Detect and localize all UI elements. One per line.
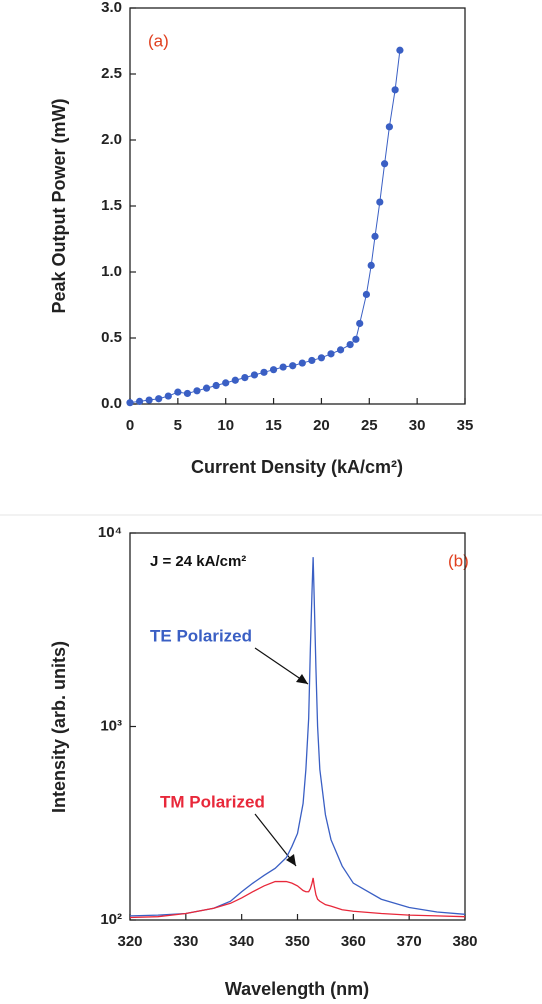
series-line (129, 557, 466, 917)
data-point (269, 366, 278, 374)
data-point (298, 359, 306, 367)
series-line (129, 877, 466, 919)
y-axis-label: Peak Output Power (mW) (49, 98, 69, 313)
data-point (381, 160, 389, 168)
data-point (155, 395, 163, 403)
data-point (356, 319, 364, 328)
series-line (129, 50, 401, 404)
data-point (396, 46, 404, 54)
data-point (202, 384, 211, 392)
data-point (317, 354, 326, 362)
data-point (126, 399, 134, 407)
x-tick-label: 330 (173, 933, 198, 950)
data-point (279, 363, 287, 371)
data-point (346, 341, 354, 349)
data-point (183, 389, 192, 398)
y-tick-label: 1.0 (101, 263, 122, 280)
y-tick-label: 10² (100, 911, 122, 928)
data-point (371, 232, 379, 240)
x-axis-label: Wavelength (nm) (225, 979, 369, 999)
condition-label: J = 24 kA/cm² (150, 553, 246, 570)
data-point (241, 374, 249, 382)
x-tick-label: 25 (361, 417, 378, 434)
y-tick-label: 10⁴ (98, 524, 122, 541)
series-annotation: TM Polarized (160, 792, 265, 811)
x-tick-label: 35 (457, 417, 474, 434)
y-tick-label: 0.5 (101, 329, 122, 346)
data-point (352, 335, 360, 343)
y-tick-label: 3.0 (101, 0, 122, 16)
x-tick-label: 340 (229, 933, 254, 950)
data-point (362, 290, 371, 299)
x-tick-label: 20 (313, 417, 330, 434)
x-tick-label: 350 (285, 933, 310, 950)
x-tick-label: 380 (452, 933, 477, 950)
data-point (212, 381, 220, 390)
arrow (254, 813, 297, 867)
x-axis-label: Current Density (kA/cm²) (191, 457, 403, 477)
y-tick-label: 2.5 (101, 65, 122, 82)
data-point (222, 379, 230, 387)
data-point (289, 362, 297, 370)
data-point (174, 388, 182, 396)
x-tick-label: 30 (409, 417, 426, 434)
arrowhead (286, 854, 296, 866)
panel-label: (a) (148, 31, 169, 50)
y-tick-label: 0.0 (101, 395, 122, 412)
data-point (327, 350, 335, 358)
data-point (193, 387, 201, 395)
x-tick-label: 10 (217, 417, 234, 434)
plot-frame (129, 532, 466, 921)
x-tick-label: 15 (265, 417, 282, 434)
data-point (231, 376, 239, 384)
x-tick-label: 5 (174, 417, 182, 434)
data-point (250, 371, 259, 379)
data-point (391, 86, 399, 94)
x-tick-label: 370 (397, 933, 422, 950)
x-tick-label: 320 (117, 933, 142, 950)
data-point (376, 198, 384, 206)
series-annotation: TE Polarized (150, 626, 252, 645)
panel-label: (b) (448, 551, 469, 570)
data-point (367, 261, 375, 269)
x-tick-label: 0 (126, 417, 134, 434)
data-point (308, 356, 316, 365)
y-tick-label: 10³ (100, 717, 122, 734)
y-axis-label: Intensity (arb. units) (49, 641, 69, 813)
data-point (385, 123, 393, 131)
arrowhead (296, 674, 308, 684)
x-tick-label: 360 (341, 933, 366, 950)
data-point (260, 368, 268, 376)
data-point (164, 392, 172, 400)
data-point (336, 346, 345, 354)
plot-frame (129, 7, 466, 405)
y-tick-label: 2.0 (101, 131, 122, 148)
y-tick-label: 1.5 (101, 197, 122, 214)
data-point (135, 397, 144, 405)
data-point (145, 396, 153, 404)
